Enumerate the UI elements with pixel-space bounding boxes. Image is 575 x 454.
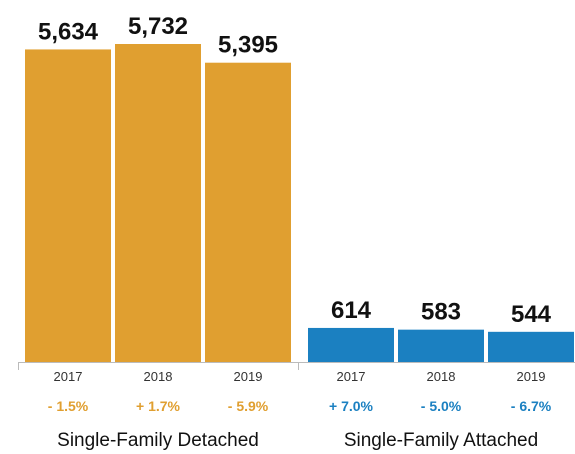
group-label-attached: Single-Family Attached bbox=[344, 430, 538, 451]
bar-value-label: 5,634 bbox=[38, 18, 99, 45]
year-tick-label: 2017 bbox=[337, 369, 366, 384]
bar-value-label: 5,395 bbox=[218, 32, 278, 59]
year-tick-label: 2019 bbox=[517, 369, 546, 384]
bar-attached-2017 bbox=[308, 327, 394, 362]
bar-detached-2017 bbox=[25, 49, 111, 363]
year-tick-label: 2017 bbox=[54, 369, 83, 384]
bar-attached-2019 bbox=[488, 331, 574, 362]
percent-change-label: - 1.5% bbox=[48, 398, 89, 414]
year-tick-label: 2018 bbox=[427, 369, 456, 384]
group-label-detached: Single-Family Detached bbox=[57, 430, 259, 451]
bar-value-label: 614 bbox=[331, 297, 372, 324]
percent-change-label: - 5.9% bbox=[228, 398, 269, 414]
year-tick-label: 2019 bbox=[234, 369, 263, 384]
bar-detached-2019 bbox=[205, 62, 291, 362]
percent-change-label: + 7.0% bbox=[329, 398, 374, 414]
bar-detached-2018 bbox=[115, 44, 201, 362]
percent-change-label: + 1.7% bbox=[136, 398, 181, 414]
bar-attached-2018 bbox=[398, 329, 484, 362]
bar-value-label: 544 bbox=[511, 301, 552, 328]
bar-value-label: 5,732 bbox=[128, 13, 188, 40]
percent-change-label: - 5.0% bbox=[421, 398, 462, 414]
year-tick-label: 2018 bbox=[144, 369, 173, 384]
percent-change-label: - 6.7% bbox=[511, 398, 552, 414]
bar-value-label: 583 bbox=[421, 299, 461, 326]
